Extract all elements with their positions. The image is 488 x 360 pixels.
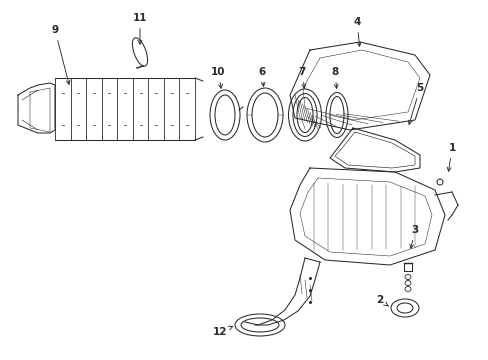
Text: 3: 3 [409, 225, 418, 248]
Text: 7: 7 [298, 67, 305, 88]
Text: 8: 8 [331, 67, 338, 88]
Text: 10: 10 [210, 67, 225, 88]
Text: 6: 6 [258, 67, 265, 86]
Text: 12: 12 [212, 326, 232, 337]
Text: 11: 11 [132, 13, 147, 44]
Text: 4: 4 [353, 17, 360, 46]
Text: 1: 1 [447, 143, 455, 171]
Text: 9: 9 [51, 25, 70, 84]
Text: 2: 2 [376, 295, 388, 306]
Text: 5: 5 [407, 83, 423, 124]
